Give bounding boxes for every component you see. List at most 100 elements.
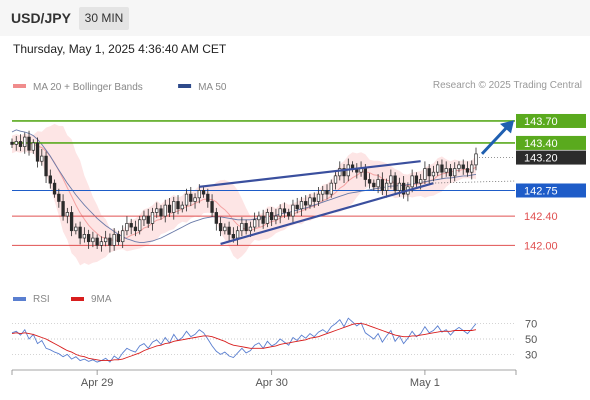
timeframe-badge[interactable]: 30 MIN — [79, 7, 129, 30]
candle-body — [52, 182, 57, 195]
candle-body — [431, 171, 436, 177]
candle-body — [295, 204, 299, 210]
candle — [321, 185, 325, 202]
candle — [440, 159, 444, 179]
candle-body — [291, 204, 295, 217]
candle — [23, 132, 27, 154]
pivot-dots — [429, 180, 517, 184]
candle-body — [308, 197, 312, 206]
candle-body — [444, 168, 448, 173]
legend-swatch — [178, 84, 192, 88]
candle-body — [342, 168, 346, 177]
candle-body — [121, 230, 125, 243]
rsi-tick-label: 70 — [525, 319, 537, 331]
candle-body — [210, 201, 214, 213]
candle-body — [453, 168, 457, 177]
candle-body — [414, 175, 419, 184]
candle-body — [150, 212, 155, 224]
candle-body — [401, 182, 406, 195]
candle-body — [146, 215, 150, 224]
candle-body — [201, 190, 206, 195]
candle-body — [393, 175, 397, 191]
candle — [14, 136, 18, 151]
candle-body — [448, 168, 453, 177]
candle-body — [69, 212, 74, 232]
candle — [325, 184, 329, 200]
candle — [74, 223, 78, 235]
level-label: 142.00 — [524, 240, 558, 252]
candle-body — [235, 230, 240, 239]
candle — [376, 174, 380, 194]
candle-body — [180, 204, 184, 210]
candle — [414, 172, 419, 187]
candle — [367, 173, 372, 189]
candle — [180, 201, 184, 213]
candle — [308, 194, 312, 209]
candle — [146, 208, 150, 228]
candle — [69, 206, 74, 237]
candle — [465, 161, 470, 177]
x-tick-label: Apr 30 — [255, 377, 287, 389]
rsi-legend-label: 9MA — [91, 294, 112, 305]
rsi-legend-swatch — [71, 297, 84, 301]
upper-trendline — [199, 160, 421, 188]
candle-body — [167, 204, 172, 213]
candle — [116, 230, 121, 246]
rsi-tick-label: 50 — [525, 334, 537, 346]
candle-body — [389, 175, 393, 184]
candle — [218, 217, 223, 237]
candle-body — [274, 215, 278, 221]
candle — [184, 188, 189, 212]
candle — [27, 130, 31, 156]
candle-body — [461, 164, 465, 169]
candle — [227, 221, 231, 241]
candle — [167, 197, 172, 217]
candle-body — [218, 223, 223, 232]
last-price-label: 143.20 — [524, 153, 558, 165]
candle-body — [86, 234, 91, 243]
candle-body — [367, 179, 372, 184]
candle-body — [380, 179, 385, 191]
candle — [436, 161, 440, 176]
legend-swatch — [13, 84, 26, 88]
candle-body — [270, 212, 274, 221]
candle-body — [465, 168, 470, 173]
candle — [453, 162, 457, 182]
candle-body — [78, 226, 82, 239]
candle-body — [65, 212, 69, 217]
candle-body — [133, 226, 138, 232]
candle-body — [14, 141, 18, 145]
timestamp: Thursday, May 1, 2025 4:36:40 AM CET — [13, 42, 227, 56]
candle-body — [363, 168, 367, 180]
candle-body — [338, 168, 342, 177]
candle-body — [227, 226, 231, 235]
candle-body — [142, 215, 146, 221]
candle-body — [252, 219, 257, 228]
candle-body — [35, 142, 40, 162]
candle — [384, 178, 389, 198]
candle-body — [244, 223, 248, 232]
candle — [138, 216, 142, 235]
lower-trendline — [220, 182, 434, 245]
candle-body — [27, 136, 31, 151]
candle — [423, 161, 427, 185]
level-last: 143.20 — [476, 150, 586, 165]
candle-body — [419, 179, 423, 184]
candle — [121, 225, 125, 248]
candle-body — [18, 141, 23, 147]
candle — [35, 137, 40, 168]
candle-body — [278, 208, 282, 217]
level-label: 142.75 — [524, 185, 558, 197]
candle — [197, 184, 201, 204]
candle-body — [176, 201, 180, 210]
candle — [342, 164, 346, 184]
candle — [133, 220, 138, 237]
candle — [461, 159, 465, 175]
candle-body — [440, 164, 444, 173]
trend-lines — [199, 120, 517, 245]
legend-label: MA 50 — [198, 82, 227, 93]
level-label: 142.40 — [524, 211, 558, 223]
rsi-tick-label: 30 — [525, 349, 537, 361]
candle-body — [312, 197, 316, 202]
